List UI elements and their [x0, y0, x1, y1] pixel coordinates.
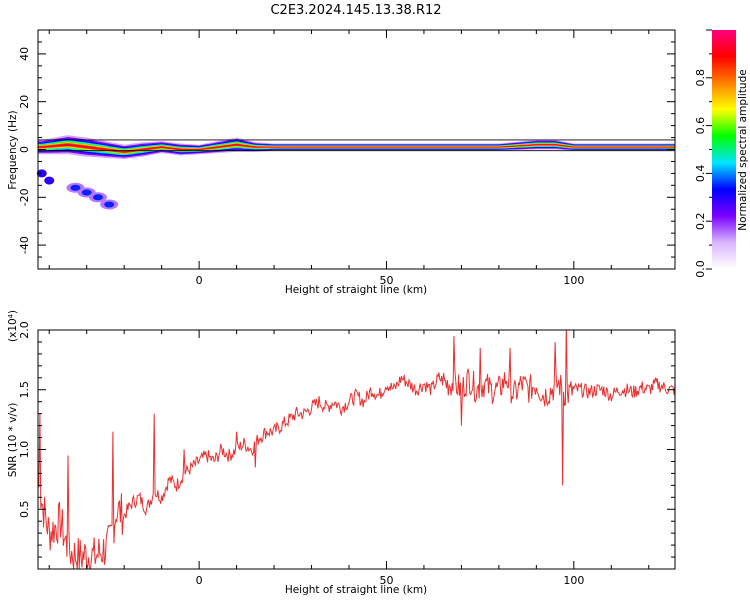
x-tick-label: 100 [563, 574, 584, 587]
snr-ticks: 0 50 100 0.5 1.0 1.5 2.0 [18, 321, 675, 587]
snr-y-multiplier-label: (x10⁴) [7, 310, 19, 342]
x-tick-label: 50 [379, 274, 393, 287]
y-tick-label: 2.0 [18, 321, 31, 339]
colorbar: 0.0 0.2 0.4 0.6 0.8 Normalized spectral ampl… [694, 29, 749, 278]
spectrogram-ticks: 0 50 100 -40 -20 0 20 40 [18, 29, 675, 287]
x-tick-label: 50 [379, 574, 393, 587]
snr-line [38, 330, 675, 569]
heatmap-branch-core [81, 189, 92, 196]
spectrogram-heatmap [36, 135, 675, 210]
colorbar-label: Normalized spectral amplitude [737, 69, 749, 230]
colorbar-tick-label: 0.4 [694, 165, 707, 183]
heatmap-branch-core [104, 201, 115, 208]
snr-frame [37, 329, 676, 570]
colorbar-gradient [712, 30, 736, 269]
snr-x-axis-label: Height of straight line (km) [285, 584, 427, 596]
x-tick-label: 0 [196, 274, 203, 287]
colorbar-tick-label: 0.8 [694, 69, 707, 87]
snr-background [38, 330, 675, 569]
heatmap-branch-core [92, 194, 103, 201]
y-tick-label: -40 [18, 236, 31, 254]
x-tick-label: 0 [196, 574, 203, 587]
heatmap-band-layer [38, 143, 675, 154]
spectrogram-frame [37, 29, 676, 270]
y-tick-label: 0.5 [18, 501, 31, 519]
y-tick-label: 20 [18, 95, 31, 109]
spectrogram-panel: 0 50 100 -40 -20 0 20 40 Height of straight lin… [7, 29, 676, 296]
y-tick-label: 1.5 [18, 381, 31, 399]
snr-y-axis-label: SNR (10 * v/v) [7, 403, 19, 478]
snr-line-group [38, 330, 675, 569]
heatmap-outlier [44, 176, 55, 185]
y-tick-label: 1.0 [18, 441, 31, 459]
spectrogram-x-axis-label: Height of straight line (km) [285, 284, 427, 296]
heatmap-band-layer [38, 142, 675, 154]
heatmap-band-layer [38, 143, 675, 153]
y-tick-label: 40 [18, 47, 31, 61]
y-tick-label: 0 [18, 146, 31, 153]
colorbar-tick-label: 0.2 [694, 212, 707, 230]
heatmap-branch-core [70, 184, 81, 191]
x-tick-label: 100 [563, 274, 584, 287]
spectrogram-y-axis-label: Frequency (Hz) [7, 110, 19, 189]
figure-title: C2E3.2024.145.13.38.R12 [270, 3, 441, 18]
snr-panel: 0 50 100 0.5 1.0 1.5 2.0 Height of straight li… [7, 310, 676, 596]
y-tick-label: -20 [18, 188, 31, 206]
colorbar-tick-label: 0.6 [694, 117, 707, 135]
colorbar-ticks: 0.0 0.2 0.4 0.6 0.8 [694, 29, 712, 278]
colorbar-tick-label: 0.0 [694, 260, 707, 278]
